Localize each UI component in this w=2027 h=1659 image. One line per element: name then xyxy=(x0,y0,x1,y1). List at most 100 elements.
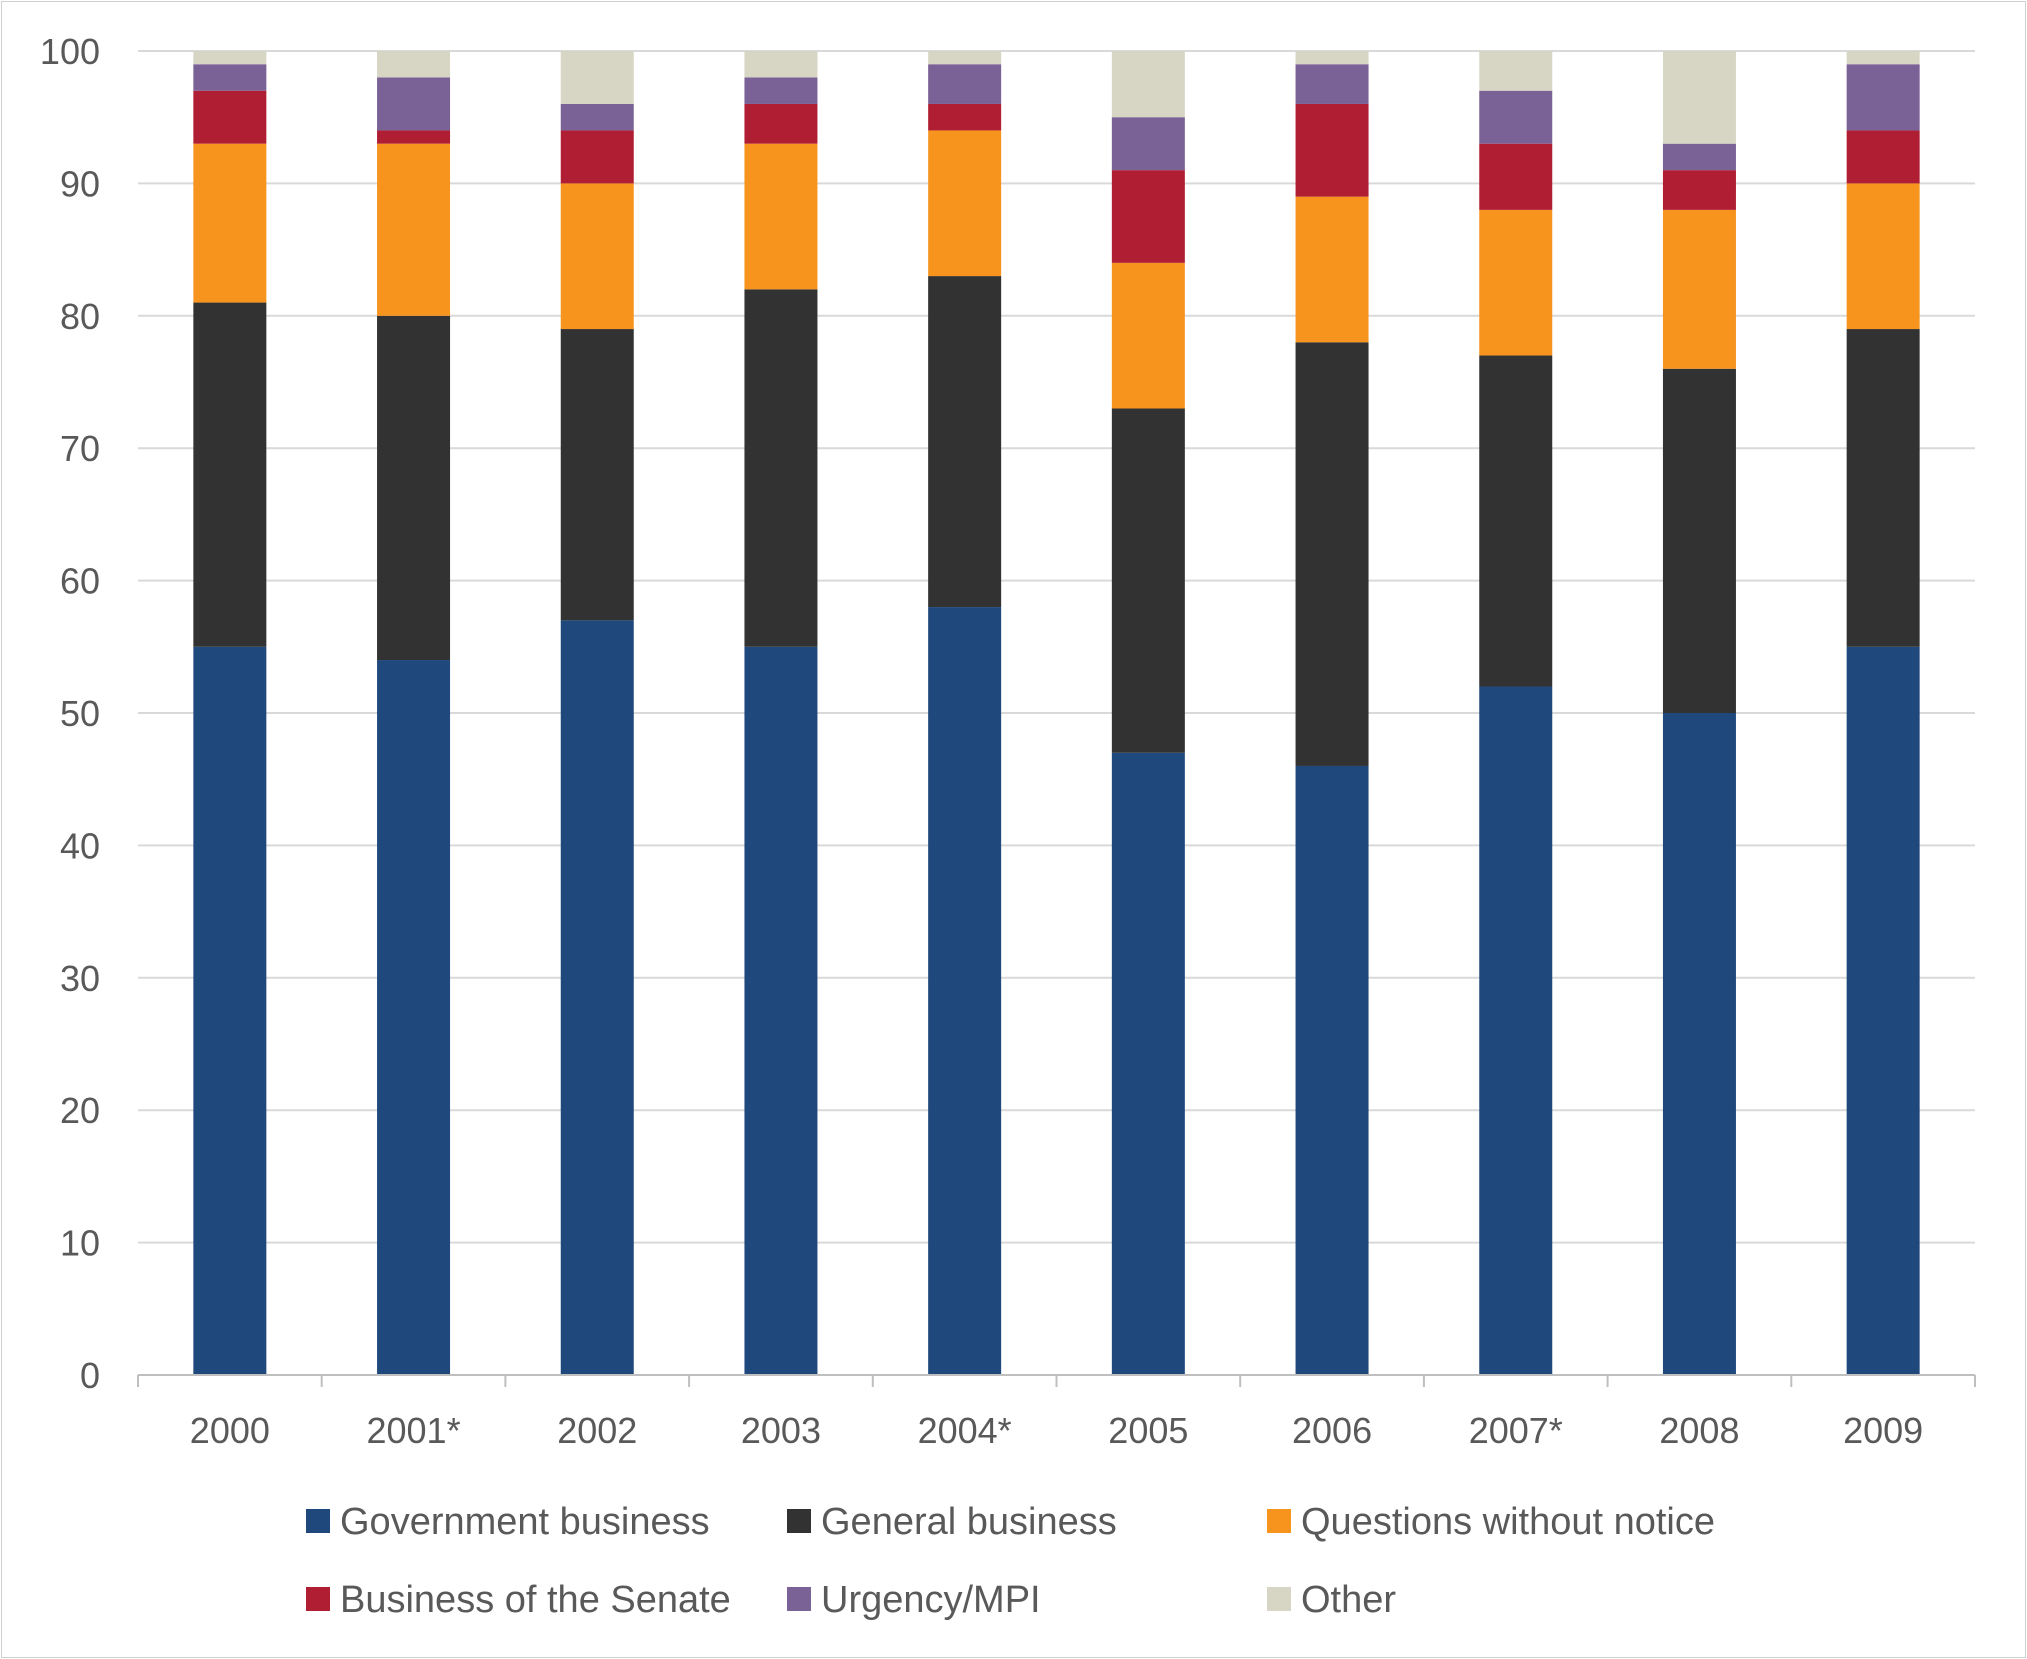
y-tick-label: 70 xyxy=(60,428,100,469)
bar-stack xyxy=(1479,51,1553,1375)
bar-segment xyxy=(193,64,267,91)
bar-segment xyxy=(744,77,818,104)
bar-segment xyxy=(1111,117,1185,171)
axes: 0 10 20 30 40 50 60 70 80 90 100 2000 2001* 2002 2003 2… xyxy=(40,31,1976,1451)
bar-segment xyxy=(193,90,267,144)
bar-segment xyxy=(1479,355,1553,687)
legend-swatch xyxy=(306,1587,330,1611)
bars xyxy=(193,51,1920,1375)
x-tick-label: 2007* xyxy=(1469,1410,1563,1451)
bar-segment xyxy=(1846,183,1920,330)
y-tick-label: 20 xyxy=(60,1090,100,1131)
y-tick-label: 60 xyxy=(60,561,100,602)
bar-segment xyxy=(744,143,818,290)
bar-segment xyxy=(1479,90,1553,144)
bar-stack xyxy=(928,51,1002,1375)
x-tick-label: 2008 xyxy=(1659,1410,1739,1451)
bar-segment xyxy=(1662,713,1736,1375)
bar-segment xyxy=(1662,51,1736,144)
bar-segment xyxy=(193,646,267,1375)
bar-segment xyxy=(1662,170,1736,210)
bar-segment xyxy=(560,183,634,330)
bar-segment xyxy=(560,103,634,131)
legend-item: Questions without notice xyxy=(1267,1501,1715,1543)
bar-segment xyxy=(744,289,818,647)
legend-item: Business of the Senate xyxy=(306,1579,731,1621)
bar-segment xyxy=(928,103,1002,131)
bar-segment xyxy=(744,103,818,144)
legend-swatch xyxy=(1267,1509,1291,1533)
y-tick-label: 100 xyxy=(40,31,100,72)
bar-segment xyxy=(1295,765,1369,1375)
x-tick-label: 2005 xyxy=(1108,1410,1188,1451)
bar-segment xyxy=(1111,170,1185,263)
bar-segment xyxy=(1111,408,1185,753)
y-tick-label: 10 xyxy=(60,1223,100,1264)
legend-label: General business xyxy=(821,1501,1117,1543)
x-tick-label: 2004* xyxy=(918,1410,1012,1451)
bar-stack xyxy=(744,51,818,1375)
legend-item: Government business xyxy=(306,1501,710,1543)
bar-stack xyxy=(377,51,451,1375)
bar-segment xyxy=(1479,143,1553,210)
bar-segment xyxy=(1479,209,1553,356)
bar-segment xyxy=(928,64,1002,104)
bar-segment xyxy=(193,302,267,647)
bar-segment xyxy=(1846,646,1920,1375)
y-tick-label: 90 xyxy=(60,163,100,204)
bar-segment xyxy=(1662,209,1736,369)
legend-label: Business of the Senate xyxy=(340,1579,731,1621)
bar-segment xyxy=(1846,64,1920,131)
bar-segment xyxy=(193,143,267,303)
x-tick-label: 2001* xyxy=(366,1410,460,1451)
legend-swatch xyxy=(787,1587,811,1611)
bar-segment xyxy=(744,51,818,78)
y-tick-label: 0 xyxy=(80,1355,100,1396)
x-tick-label: 2003 xyxy=(741,1410,821,1451)
bar-segment xyxy=(377,143,451,316)
bar-segment xyxy=(1295,64,1369,104)
bar-segment xyxy=(928,607,1002,1375)
bar-segment xyxy=(377,315,451,661)
bar-segment xyxy=(1111,752,1185,1375)
x-tick-label: 2006 xyxy=(1292,1410,1372,1451)
bar-segment xyxy=(1111,262,1185,409)
legend: Government business General business Quest… xyxy=(306,1501,1715,1621)
bar-stack xyxy=(1295,51,1369,1375)
legend-label: Urgency/MPI xyxy=(821,1579,1041,1621)
bar-stack xyxy=(1846,51,1920,1375)
bar-segment xyxy=(1479,51,1553,91)
bar-segment xyxy=(377,660,451,1375)
bar-segment xyxy=(560,130,634,184)
bar-segment xyxy=(560,620,634,1375)
bar-stack xyxy=(1111,51,1185,1375)
legend-item: Urgency/MPI xyxy=(787,1579,1041,1621)
legend-item: General business xyxy=(787,1501,1117,1543)
legend-item: Other xyxy=(1267,1579,1396,1621)
legend-label: Other xyxy=(1301,1579,1396,1621)
y-tick-label: 50 xyxy=(60,693,100,734)
bar-segment xyxy=(1295,103,1369,197)
legend-swatch xyxy=(306,1509,330,1533)
bar-segment xyxy=(928,276,1002,608)
x-tick-label: 2009 xyxy=(1843,1410,1923,1451)
legend-swatch xyxy=(1267,1587,1291,1611)
bar-segment xyxy=(560,51,634,104)
bar-segment xyxy=(1295,51,1369,65)
bar-segment xyxy=(377,77,451,131)
bar-segment xyxy=(1295,342,1369,766)
bar-segment xyxy=(1295,196,1369,343)
bar-segment xyxy=(1846,329,1920,647)
bar-stack xyxy=(1662,51,1736,1375)
bar-segment xyxy=(1662,143,1736,171)
bar-segment xyxy=(377,130,451,144)
legend-label: Questions without notice xyxy=(1301,1501,1715,1543)
bar-stack xyxy=(560,51,634,1375)
y-tick-label: 40 xyxy=(60,825,100,866)
x-tick-label: 2002 xyxy=(557,1410,637,1451)
bar-segment xyxy=(744,646,818,1375)
x-tick-label: 2000 xyxy=(190,1410,270,1451)
y-tick-label: 80 xyxy=(60,296,100,337)
y-tick-label: 30 xyxy=(60,958,100,999)
